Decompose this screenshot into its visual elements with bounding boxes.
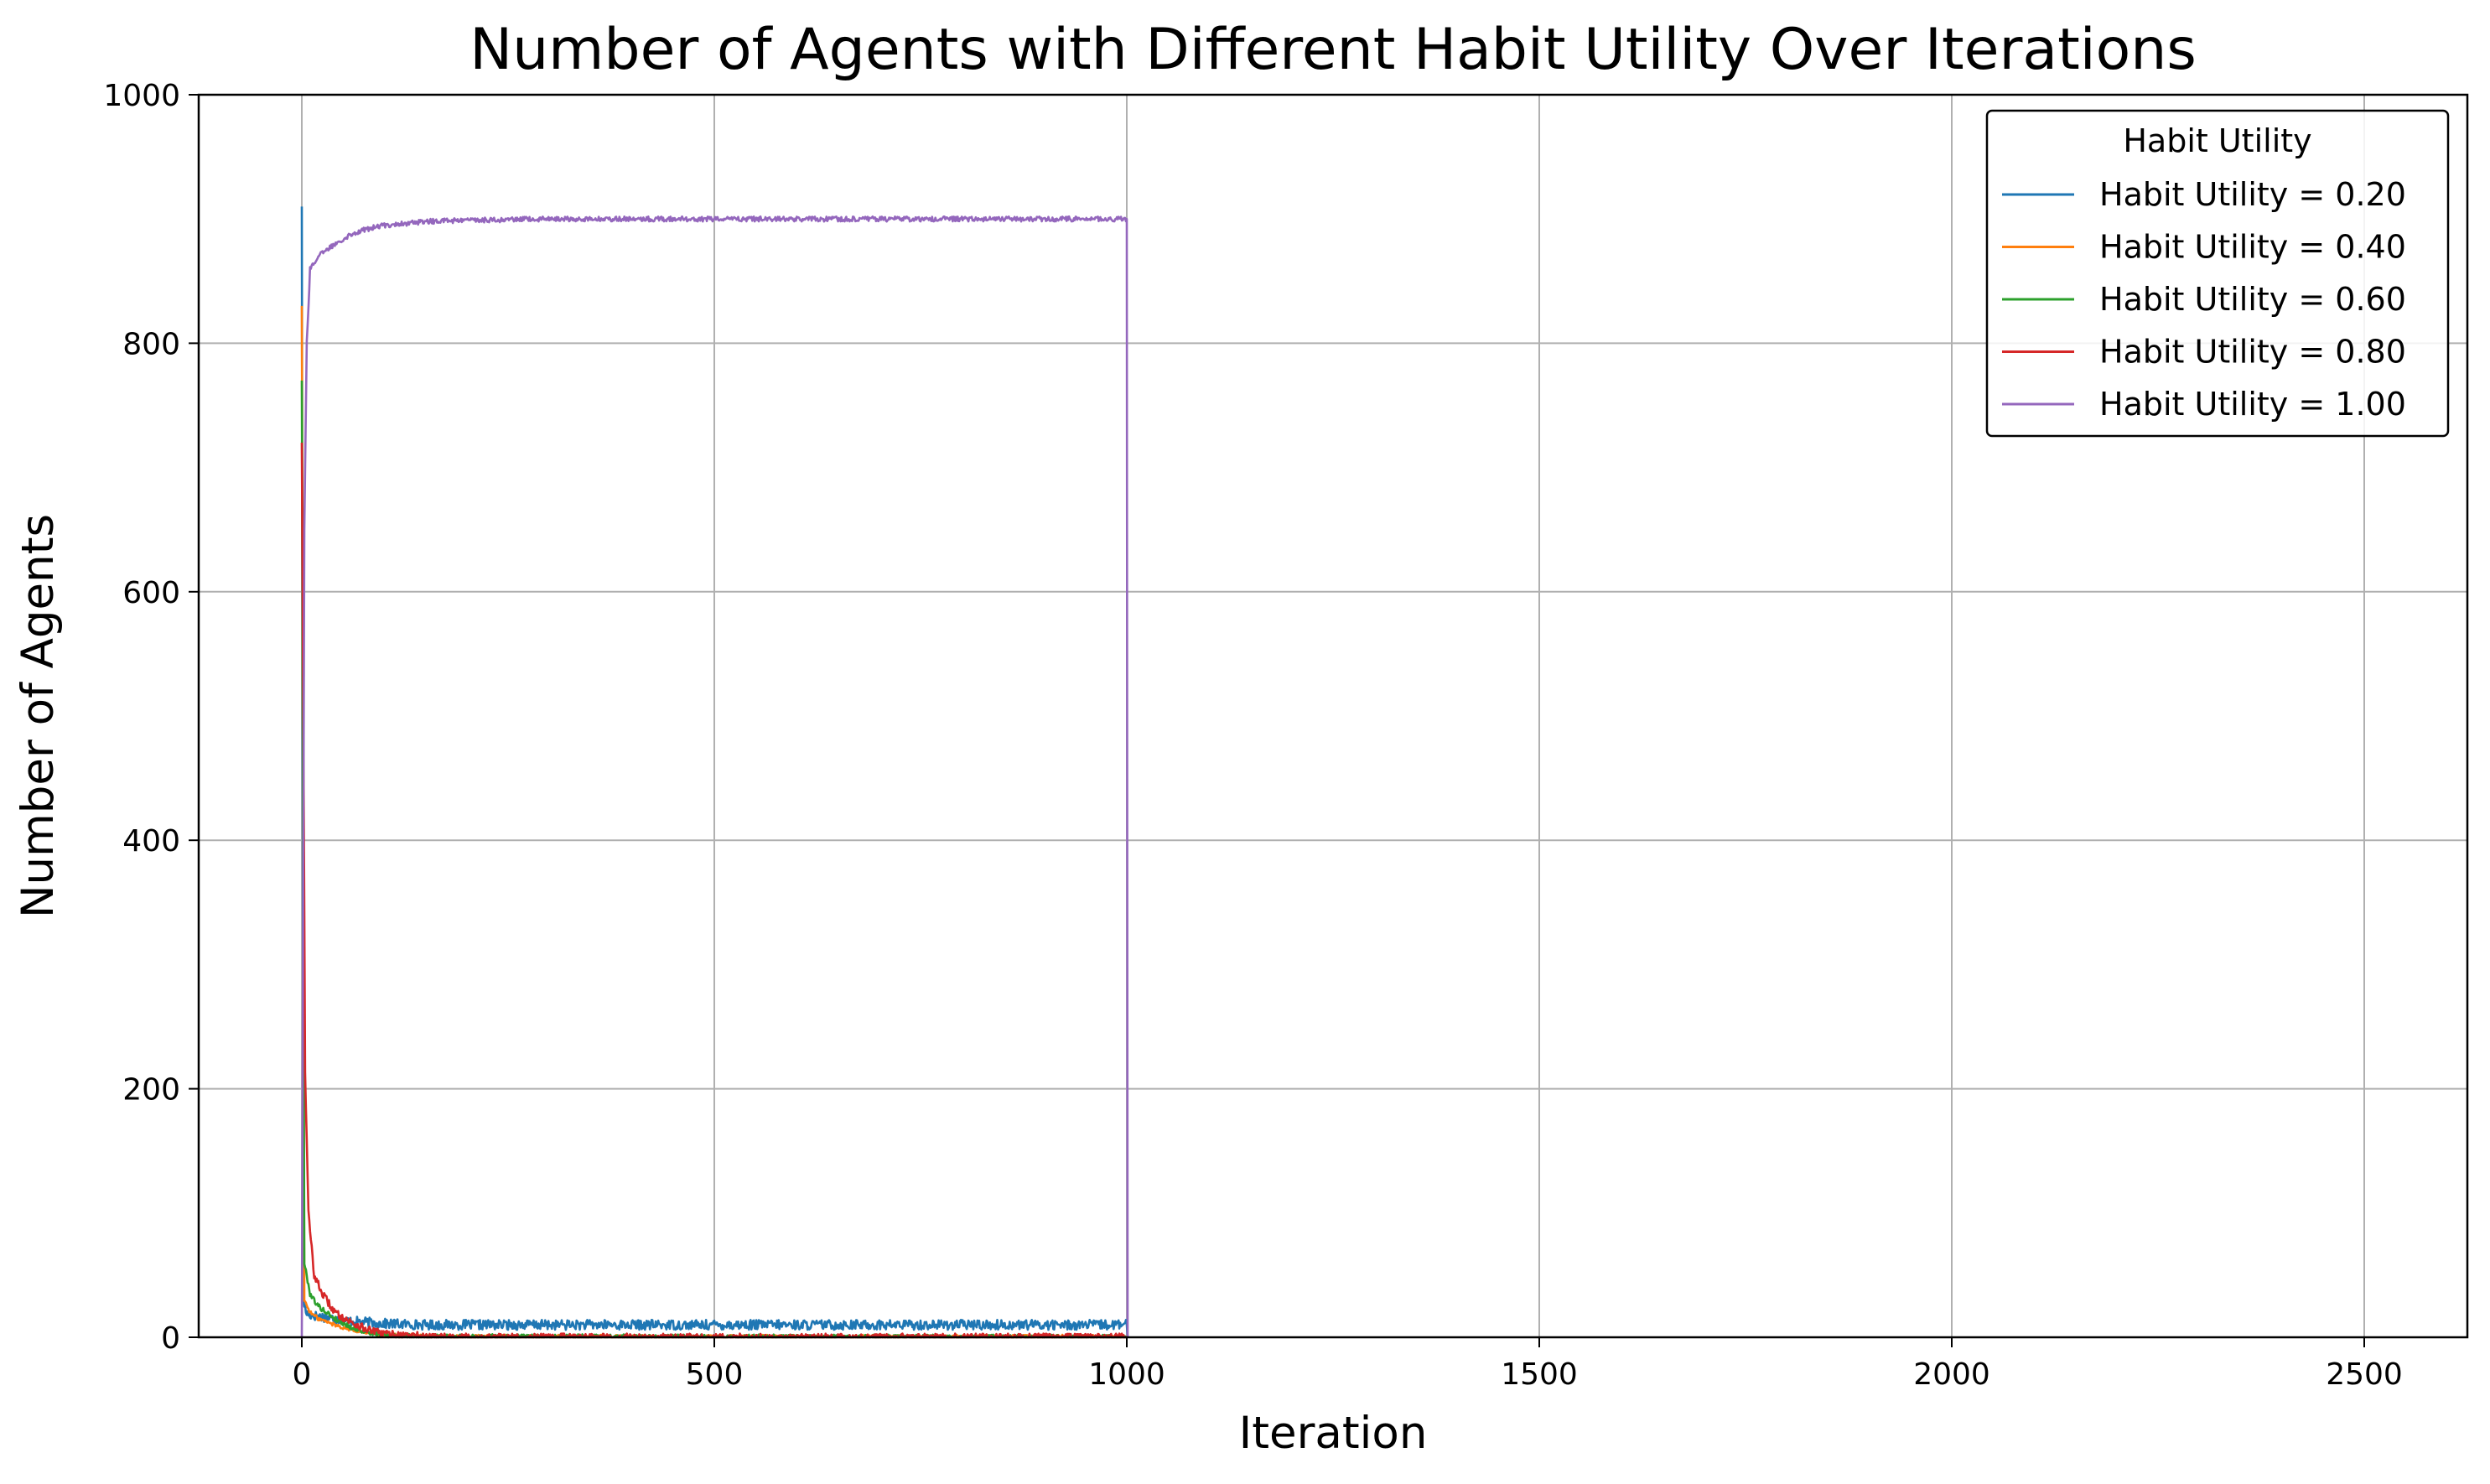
x-tick-label: 500 bbox=[686, 1357, 744, 1392]
legend: Habit Utility Habit Utility = 0.20Habit … bbox=[1985, 109, 2450, 438]
x-tick-label: 1000 bbox=[1088, 1357, 1165, 1392]
chart-title: Number of Agents with Different Habit Ut… bbox=[469, 17, 2197, 83]
y-tick-label: 200 bbox=[122, 1073, 180, 1108]
legend-label: Habit Utility = 0.40 bbox=[2099, 229, 2406, 266]
legend-label: Habit Utility = 0.20 bbox=[2099, 176, 2406, 213]
x-axis: 0 500 1000 1500 2000 2500 bbox=[293, 1337, 2403, 1392]
y-tick-label: 800 bbox=[122, 327, 180, 361]
y-tick-label: 600 bbox=[122, 576, 180, 610]
y-axis-label: Number of Agents bbox=[13, 514, 64, 918]
legend-box bbox=[1985, 109, 2450, 438]
x-tick-label: 1500 bbox=[1501, 1357, 1578, 1392]
x-axis-label: Iteration bbox=[1239, 1408, 1428, 1459]
series-line bbox=[300, 215, 1129, 1338]
x-tick-label: 0 bbox=[293, 1357, 312, 1392]
y-tick-label: 1000 bbox=[103, 79, 180, 113]
x-tick-label: 2500 bbox=[2326, 1357, 2403, 1392]
legend-entries: Habit Utility = 0.20 Habit Utility = 0.40… bbox=[2002, 176, 2406, 423]
legend-title: Habit Utility bbox=[2123, 122, 2311, 159]
legend-label: Habit Utility = 1.00 bbox=[2099, 386, 2406, 423]
y-axis: 0 200 400 600 800 1000 bbox=[103, 79, 199, 1356]
legend-label: Habit Utility = 0.60 bbox=[2099, 281, 2406, 318]
legend-label: Habit Utility = 0.80 bbox=[2099, 334, 2406, 371]
plot-frame bbox=[197, 93, 2469, 1339]
series-line bbox=[300, 206, 1129, 1338]
y-tick-label: 0 bbox=[161, 1321, 180, 1356]
y-tick-label: 400 bbox=[122, 824, 180, 859]
x-tick-label: 2000 bbox=[1913, 1357, 1990, 1392]
